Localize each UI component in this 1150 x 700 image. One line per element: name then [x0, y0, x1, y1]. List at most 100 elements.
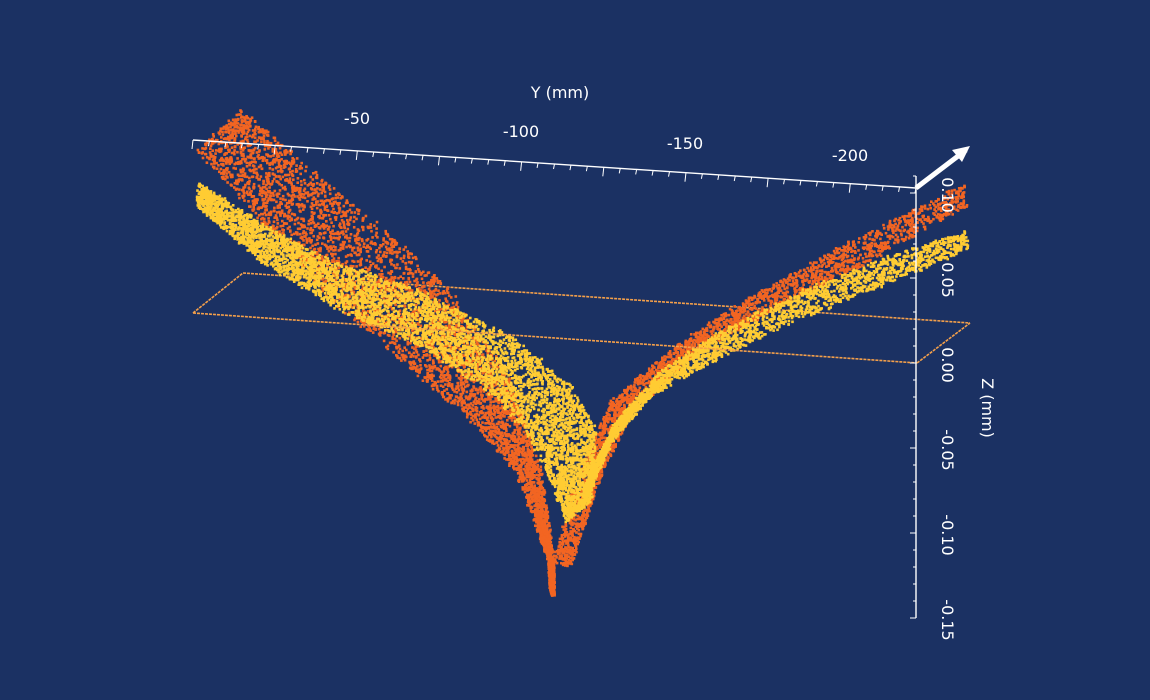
back-cloud-point	[361, 228, 365, 232]
back-cloud-point	[312, 182, 316, 186]
back-cloud-point	[433, 292, 436, 296]
back-cloud-point	[298, 232, 302, 236]
back-cloud-point	[539, 487, 542, 491]
back-cloud-point	[246, 138, 249, 142]
back-cloud-point	[359, 248, 362, 252]
back-cloud-point	[311, 198, 314, 201]
back-cloud-point	[379, 288, 382, 292]
back-cloud-point	[325, 198, 329, 202]
back-cloud-point	[421, 379, 425, 382]
back-cloud-point	[311, 204, 315, 207]
back-cloud-point	[539, 511, 542, 514]
back-cloud-point	[326, 228, 330, 231]
back-cloud-point	[273, 160, 277, 164]
back-cloud-point	[300, 192, 304, 196]
back-cloud-point	[430, 379, 434, 382]
back-cloud-point	[292, 178, 295, 181]
back-cloud-point	[379, 305, 382, 308]
back-cloud-point	[263, 197, 267, 201]
back-cloud-point	[293, 213, 297, 217]
back-cloud-point	[281, 219, 284, 223]
back-cloud-point	[435, 368, 438, 371]
back-cloud-point	[329, 217, 332, 221]
back-cloud-point	[353, 304, 356, 307]
back-cloud-point	[358, 243, 362, 247]
back-cloud-point	[233, 125, 236, 129]
back-cloud-point	[478, 398, 481, 401]
back-cloud-point	[498, 447, 502, 451]
back-cloud-point	[311, 192, 315, 195]
back-cloud-point	[235, 113, 239, 117]
back-cloud-point	[263, 211, 267, 214]
back-cloud-point	[308, 183, 311, 186]
back-cloud-point	[431, 359, 435, 362]
back-cloud-point	[526, 444, 530, 448]
back-cloud-point	[258, 136, 262, 140]
back-cloud-point	[285, 178, 288, 181]
back-cloud-point	[503, 415, 506, 418]
back-cloud-point	[401, 356, 405, 359]
back-cloud-point	[396, 356, 399, 360]
back-cloud-point	[518, 446, 521, 450]
back-cloud-point	[275, 143, 278, 146]
back-cloud-point	[273, 206, 276, 210]
back-cloud-point	[268, 145, 272, 148]
back-cloud-point	[291, 188, 295, 191]
back-cloud-point	[276, 192, 280, 195]
back-cloud-point	[279, 214, 282, 217]
back-cloud-point	[367, 255, 371, 258]
back-cloud-point	[532, 518, 536, 522]
back-cloud-point	[360, 257, 363, 261]
back-cloud-point	[300, 183, 303, 187]
back-cloud-point	[380, 269, 383, 273]
back-cloud-point	[516, 425, 519, 429]
back-cloud-point	[279, 167, 283, 171]
back-cloud-point	[527, 471, 530, 475]
back-cloud-point	[462, 354, 466, 357]
back-cloud-point	[366, 225, 370, 229]
back-cloud-point	[524, 484, 527, 487]
back-cloud-point	[332, 187, 336, 190]
back-cloud-point	[428, 374, 432, 377]
back-cloud-point	[266, 180, 269, 183]
back-cloud-point	[240, 119, 244, 122]
back-cloud-point	[362, 242, 366, 245]
back-cloud-point	[222, 125, 226, 129]
back-cloud-point	[251, 199, 255, 203]
back-cloud-point	[337, 256, 340, 260]
back-cloud-point	[446, 291, 450, 294]
back-cloud-point	[431, 280, 434, 284]
back-cloud-point	[450, 384, 454, 388]
back-cloud-point	[359, 325, 362, 329]
back-cloud-point	[216, 139, 219, 142]
back-cloud-point	[283, 214, 286, 218]
back-cloud-point	[496, 444, 500, 447]
back-cloud-point	[365, 259, 368, 262]
back-cloud-point	[359, 263, 363, 266]
back-cloud-point	[384, 240, 387, 244]
back-cloud-point	[514, 444, 517, 447]
back-cloud-point	[491, 426, 494, 429]
back-cloud-point	[365, 328, 369, 331]
back-cloud-point	[436, 293, 440, 296]
back-cloud-point	[229, 173, 232, 177]
back-cloud-point	[268, 174, 271, 178]
back-cloud-point	[278, 230, 281, 233]
back-cloud-point	[426, 372, 429, 376]
back-cloud-point	[443, 321, 446, 324]
back-cloud-point	[229, 136, 232, 140]
back-cloud-point	[538, 504, 542, 508]
back-cloud-point	[253, 136, 257, 140]
back-cloud-point	[236, 143, 239, 146]
back-cloud-point	[284, 159, 287, 163]
back-cloud-point	[528, 478, 532, 482]
back-cloud-point	[524, 433, 528, 437]
back-cloud-point	[411, 256, 415, 260]
back-cloud-point	[335, 202, 339, 205]
back-cloud-point	[444, 297, 447, 300]
back-cloud-point	[236, 150, 239, 154]
back-cloud-point	[334, 193, 338, 197]
back-cloud-point	[241, 188, 244, 192]
back-cloud-point	[278, 203, 281, 207]
back-cloud-point	[341, 230, 345, 233]
